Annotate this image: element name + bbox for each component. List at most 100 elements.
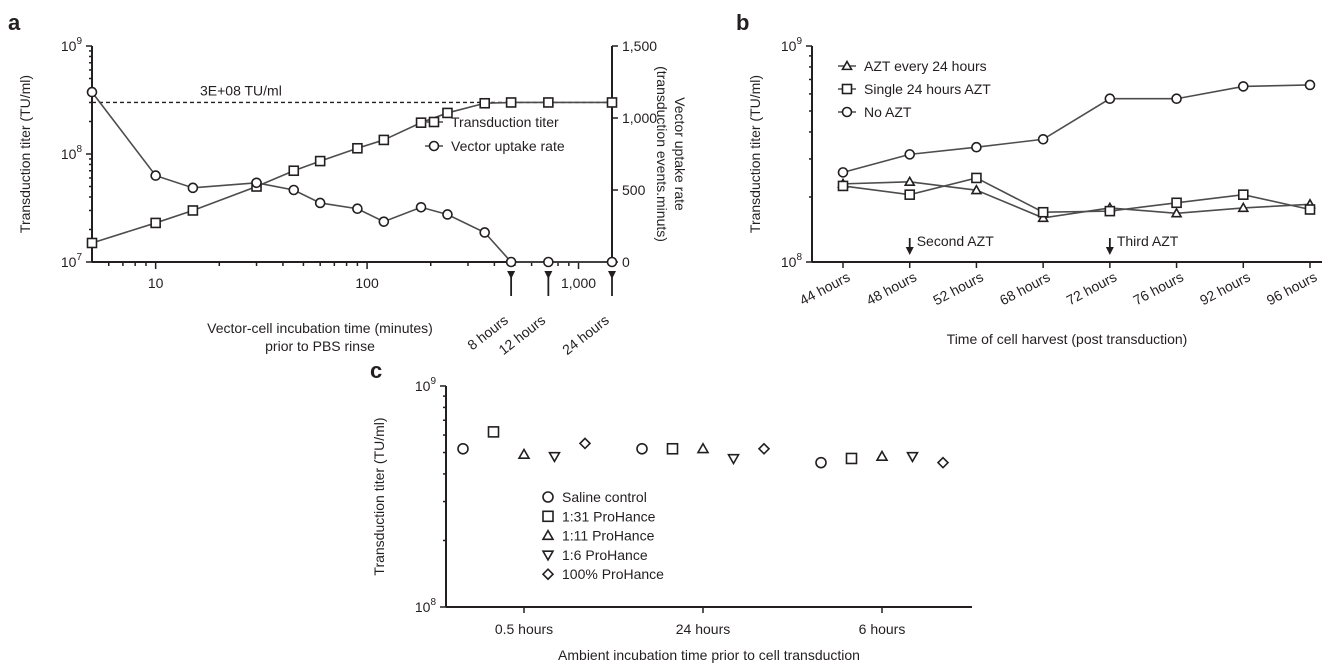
x-axis-title: Vector-cell incubation time (minutes) bbox=[207, 320, 433, 336]
data-point-square bbox=[904, 189, 916, 200]
x-tick-label: 1,000 bbox=[561, 275, 596, 291]
y2-tick-label: 500 bbox=[622, 182, 646, 198]
y2-axis-title: Vector uptake rate bbox=[672, 97, 688, 211]
x-tick-label: 92 hours bbox=[1197, 269, 1253, 309]
series-line-square bbox=[842, 177, 1311, 214]
series-line-circle bbox=[842, 84, 1311, 174]
legend-label: Single 24 hours AZT bbox=[864, 81, 991, 97]
data-point-circle bbox=[606, 256, 618, 268]
arrow-1 bbox=[544, 271, 553, 296]
data-point-diamond bbox=[578, 437, 592, 450]
data-point-diamond bbox=[757, 442, 771, 455]
panel-a-letter: a bbox=[8, 10, 21, 35]
annotation-arrow-0-head bbox=[905, 247, 914, 255]
data-point-square bbox=[1104, 205, 1116, 217]
data-point-square bbox=[666, 442, 679, 455]
x-axis-title-line2: prior to PBS rinse bbox=[265, 338, 375, 354]
data-point-triangle bbox=[696, 442, 710, 454]
data-point-square bbox=[971, 172, 982, 184]
data-point-circle bbox=[1171, 93, 1182, 105]
arrow-2 bbox=[608, 271, 616, 296]
legend-label: Transduction titer bbox=[451, 114, 559, 130]
y-tick-label: 109 bbox=[781, 36, 803, 54]
reference-line-label: 3E+08 TU/ml bbox=[200, 82, 282, 98]
data-point-square bbox=[543, 97, 554, 108]
data-point-circle bbox=[86, 86, 98, 98]
legend-label: 1:11 ProHance bbox=[562, 528, 655, 544]
data-point-square bbox=[1171, 197, 1182, 209]
y2-axis-title-units: (transduction events.minuts) bbox=[654, 66, 670, 242]
data-point-circle bbox=[1104, 93, 1116, 105]
legend-label: Saline control bbox=[562, 489, 647, 505]
y-tick-label: 108 bbox=[61, 144, 83, 162]
x-tick-label: 24 hours bbox=[676, 621, 730, 637]
x-tick-label: 72 hours bbox=[1064, 269, 1120, 309]
legend-marker-square bbox=[428, 116, 440, 128]
x-axis-title: Time of cell harvest (post transduction) bbox=[947, 331, 1188, 347]
data-point-square bbox=[150, 217, 161, 229]
panel-c-letter: c bbox=[370, 358, 382, 383]
data-point-triangle bbox=[1170, 207, 1183, 218]
data-point-circle bbox=[442, 209, 453, 220]
data-point-square bbox=[479, 97, 491, 109]
data-point-circle bbox=[971, 141, 982, 153]
legend-label: No AZT bbox=[864, 104, 912, 120]
data-point-triangle bbox=[903, 175, 916, 187]
panel-b-letter: b bbox=[736, 10, 749, 35]
x-tick-label: 68 hours bbox=[997, 269, 1053, 309]
data-point-triangle bbox=[517, 447, 531, 460]
data-point-circle bbox=[636, 442, 648, 455]
data-point-triangle bbox=[1237, 201, 1250, 213]
data-point-square bbox=[442, 107, 453, 119]
legend-marker-circle bbox=[428, 140, 440, 152]
arrow-0-head bbox=[507, 271, 516, 279]
data-point-square bbox=[505, 97, 517, 108]
data-point-circle bbox=[378, 216, 390, 227]
x-tick-label: 6 hours bbox=[859, 621, 906, 637]
data-point-square bbox=[187, 205, 199, 216]
y2-tick-label: 0 bbox=[622, 254, 630, 270]
data-point-circle bbox=[837, 167, 849, 178]
legend-label: Vector uptake rate bbox=[451, 138, 565, 154]
legend-marker-square bbox=[542, 510, 554, 523]
data-point-triangle-down bbox=[727, 453, 740, 466]
data-point-circle bbox=[543, 256, 554, 268]
data-point-circle bbox=[150, 170, 161, 181]
data-point-square bbox=[288, 165, 300, 177]
annotation-label: Second AZT bbox=[917, 233, 994, 249]
x-tick-label: 52 hours bbox=[930, 269, 986, 309]
data-point-circle bbox=[251, 177, 262, 189]
x-tick-label: 10 bbox=[148, 275, 164, 291]
panel-a: 107 108 109 0 500 1,000 1,500 10 100 1,000 3E+08 T… bbox=[17, 36, 688, 358]
data-point-circle bbox=[479, 227, 491, 238]
x-tick-label: 0.5 hours bbox=[495, 621, 553, 637]
legend-marker-triangle-down bbox=[541, 550, 555, 562]
y-axis-title: Transduction titer (TU/ml) bbox=[17, 75, 33, 233]
data-point-circle bbox=[1237, 81, 1249, 92]
legend-marker-circle bbox=[542, 491, 554, 503]
arrow-0 bbox=[507, 271, 516, 296]
data-point-square bbox=[415, 117, 427, 128]
arrow-label: 24 hours bbox=[559, 312, 612, 358]
data-point-triangle-down bbox=[906, 451, 919, 464]
data-point-square bbox=[378, 134, 390, 146]
y-tick-label: 109 bbox=[61, 36, 83, 54]
legend-marker-triangle bbox=[541, 528, 555, 541]
x-tick-label: 76 hours bbox=[1130, 269, 1186, 309]
series-line-circle bbox=[91, 91, 612, 263]
y-axis-title: Transduction titer (TU/ml) bbox=[747, 75, 763, 233]
annotation-arrow-1-head bbox=[1105, 247, 1114, 255]
data-point-square bbox=[487, 426, 500, 438]
x-tick-label: 44 hours bbox=[797, 269, 853, 309]
panel-c: 108 109 0.5 hours 24 hours 6 hours Saline con… bbox=[371, 376, 972, 663]
legend-label: 1:6 ProHance bbox=[562, 547, 648, 563]
data-point-circle bbox=[457, 442, 469, 455]
legend-marker-square bbox=[841, 83, 853, 95]
data-point-square bbox=[606, 97, 618, 108]
data-point-circle bbox=[288, 184, 300, 196]
y-tick-label: 108 bbox=[415, 597, 437, 615]
data-point-circle bbox=[187, 182, 199, 194]
legend-label: AZT every 24 hours bbox=[864, 58, 987, 74]
legend-label: 1:31 ProHance bbox=[562, 508, 656, 524]
